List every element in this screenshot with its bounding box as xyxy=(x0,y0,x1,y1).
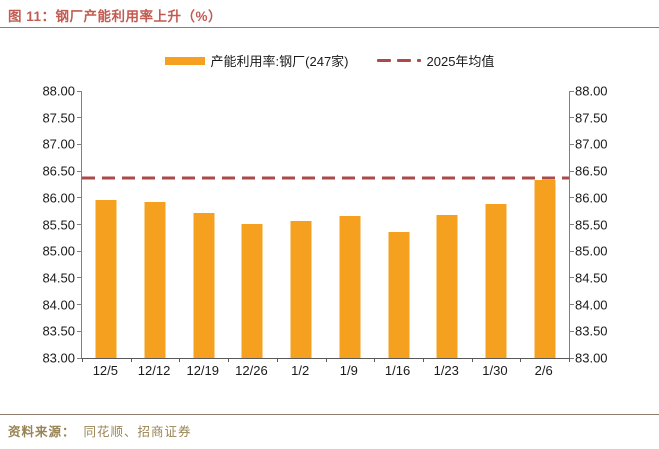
x-tick-mark xyxy=(520,358,522,362)
y-tick-label: 84.00 xyxy=(575,297,608,313)
bar-1-9 xyxy=(339,215,361,358)
y-tick-label: 86.00 xyxy=(42,190,75,206)
bar-12-26 xyxy=(241,223,263,358)
y-tick-label: 83.50 xyxy=(575,323,608,339)
bar-1-30 xyxy=(485,203,507,358)
x-tick-mark xyxy=(82,358,83,362)
bar-1-23 xyxy=(436,215,458,358)
x-tick-mark xyxy=(569,358,570,362)
x-tick-mark xyxy=(374,358,376,362)
x-tick-label: 12/5 xyxy=(92,363,118,378)
x-tick-label: 1/23 xyxy=(433,363,459,378)
bar-swatch-icon xyxy=(164,56,205,65)
y-tick-mark xyxy=(570,170,574,172)
y-tick-mark xyxy=(77,90,81,92)
x-tick-label: 12/12 xyxy=(137,363,171,378)
x-tick-mark xyxy=(276,358,278,362)
y-axis-left: 88.00 87.50 87.00 86.50 86.00 85.50 85.00 84.50… xyxy=(18,84,75,366)
bar-1-2 xyxy=(290,221,312,358)
x-tick-label: 1/2 xyxy=(291,363,310,378)
y-tick-label: 87.00 xyxy=(42,136,75,152)
y-tick-label: 83.00 xyxy=(42,350,75,366)
y-tick-mark xyxy=(570,224,574,225)
bar-12-5 xyxy=(95,199,117,358)
bar-12-19 xyxy=(193,212,215,358)
y-tick-mark xyxy=(77,277,81,279)
legend-item-utilization: 产能利用率:钢厂(247家) xyxy=(164,51,349,70)
y-axis-right: 88.00 87.50 87.00 86.50 86.00 85.50 85.00 84.50… xyxy=(575,84,632,366)
y-tick-mark xyxy=(77,170,81,172)
legend-item-mean: 2025年均值 xyxy=(376,51,495,70)
plot-area xyxy=(77,90,574,362)
y-tick-label: 87.50 xyxy=(42,110,75,126)
y-tick-mark xyxy=(570,357,574,359)
source-note: 资料来源： 同花顺、招商证券 xyxy=(8,421,192,440)
bar-2-6 xyxy=(534,180,556,358)
y-tick-label: 84.50 xyxy=(575,270,608,286)
x-tick-label: 12/26 xyxy=(235,363,268,378)
y-tick-mark xyxy=(77,117,81,119)
y-tick-label: 87.50 xyxy=(575,110,608,126)
y-tick-mark xyxy=(570,143,574,145)
x-axis-labels: 12/5 12/12 12/19 12/26 1/2 1/9 1/16 1/23 1/30 2/6 xyxy=(81,363,568,381)
x-tick-mark xyxy=(471,358,473,362)
y-tick-label: 86.50 xyxy=(42,163,75,179)
y-tick-mark xyxy=(77,224,81,225)
y-tick-label: 84.00 xyxy=(42,297,75,313)
y-tick-mark xyxy=(77,357,81,359)
x-tick-mark xyxy=(422,358,424,362)
x-tick-label: 12/19 xyxy=(186,363,220,378)
x-tick-mark xyxy=(228,358,230,362)
y-tick-mark xyxy=(570,330,574,332)
y-tick-label: 85.50 xyxy=(575,217,608,232)
x-tick-mark xyxy=(130,358,132,362)
y-tick-mark xyxy=(570,117,574,119)
y-tick-label: 86.00 xyxy=(575,190,608,206)
y-tick-label: 83.00 xyxy=(575,350,608,366)
y-tick-label: 85.00 xyxy=(42,243,75,259)
y-tick-mark xyxy=(570,197,574,199)
figure-title: 图 11：钢厂产能利用率上升（%） xyxy=(8,9,223,24)
x-tick-label: 1/16 xyxy=(384,363,411,378)
y-tick-mark xyxy=(77,143,81,145)
legend-label: 2025年均值 xyxy=(426,54,495,69)
title-divider xyxy=(0,27,659,28)
y-tick-label: 85.00 xyxy=(575,243,608,259)
dashed-line-swatch-icon xyxy=(376,58,421,63)
y-tick-mark xyxy=(570,90,574,92)
y-tick-label: 84.50 xyxy=(42,270,75,286)
y-tick-mark xyxy=(570,250,574,252)
source-text: 同花顺、招商证券 xyxy=(83,425,192,439)
y-tick-label: 83.50 xyxy=(42,323,75,339)
y-tick-mark xyxy=(77,197,81,199)
legend-label: 产能利用率:钢厂(247家) xyxy=(210,54,349,69)
y-tick-label: 87.00 xyxy=(575,136,608,152)
x-tick-label: 2/6 xyxy=(534,363,553,378)
y-tick-mark xyxy=(77,330,81,332)
y-tick-mark xyxy=(570,277,574,279)
x-tick-mark xyxy=(325,358,327,362)
footer-divider xyxy=(0,414,659,415)
source-label: 资料来源： xyxy=(8,425,76,439)
y-tick-label: 88.00 xyxy=(42,83,75,99)
x-tick-label: 1/9 xyxy=(339,363,358,378)
bar-12-12 xyxy=(144,201,166,358)
y-tick-label: 85.50 xyxy=(42,217,75,232)
mean-line xyxy=(82,176,569,180)
bar-1-16 xyxy=(388,231,410,358)
x-tick-label: 1/30 xyxy=(482,363,508,378)
y-tick-mark xyxy=(77,304,81,306)
y-tick-label: 86.50 xyxy=(575,163,608,179)
x-tick-mark xyxy=(179,358,181,362)
y-tick-mark xyxy=(570,304,574,306)
y-tick-mark xyxy=(77,250,81,252)
chart-legend: 产能利用率:钢厂(247家) 2025年均值 xyxy=(0,51,659,70)
y-tick-label: 88.00 xyxy=(575,83,608,99)
